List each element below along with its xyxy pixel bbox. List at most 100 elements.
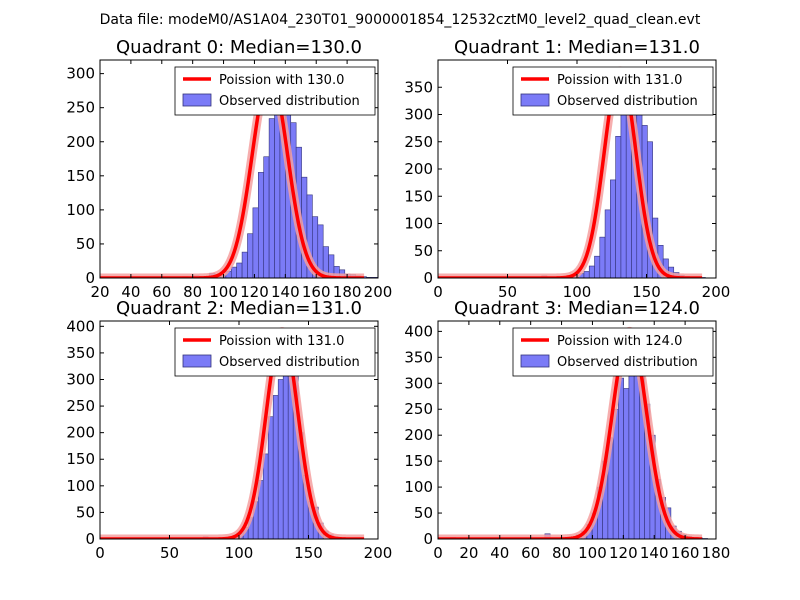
x-tick-label: 80 [552,544,571,562]
y-tick-label: 150 [404,187,433,205]
poisson-curve [100,329,366,539]
legend-line-label: Poission with 131.0 [557,73,682,88]
y-tick-label: 100 [66,201,95,219]
panel-title: Quadrant 2: Median=131.0 [116,298,362,319]
quadrant-panel-1: Quadrant 1: Median=131.0 0 50 100 150 200 0 50 1… [404,37,730,301]
x-tick-label: 20 [459,544,478,562]
y-tick-label: 350 [404,78,433,96]
y-tick-label: 300 [66,370,95,388]
legend: Poission with 124.0 Observed distribution [512,327,714,377]
y-tick-label: 0 [85,530,95,548]
x-tick-label: 100 [563,283,592,301]
x-tick-label: 80 [183,283,202,301]
histogram-bar [267,416,274,539]
y-tick-label: 50 [414,242,433,260]
x-tick-label: 100 [578,544,607,562]
x-tick-label: 100 [209,283,238,301]
x-tick-label: 180 [702,544,731,562]
x-tick-label: 50 [160,544,179,562]
legend-bar-swatch [520,93,550,107]
x-tick-label: 40 [490,544,509,562]
x-tick-label: 100 [225,544,254,562]
poisson-curve-group [438,326,706,539]
quadrant-panel-3: Quadrant 3: Median=124.00 20 40 60 80 100 120 1… [404,298,730,562]
histogram-bar [236,262,243,278]
y-tick-label: 300 [404,374,433,392]
legend-bar-label: Observed distribution [219,355,360,370]
y-tick-label: 150 [66,450,95,468]
legend-line-label: Poission with 124.0 [557,334,682,349]
histogram-bar [258,172,265,278]
y-tick-label: 250 [404,133,433,151]
poisson-curve-group [100,69,368,278]
legend-box [174,66,376,116]
y-tick-label: 100 [66,477,95,495]
histogram-bar [262,453,269,539]
legend: Poission with 131.0 Observed distribution [512,66,714,116]
axes-frame [437,320,717,540]
legend-box [512,327,714,377]
legend-box [512,66,714,116]
y-tick-label: 250 [66,99,95,117]
x-tick-label: 200 [364,283,393,301]
y-tick-label: 50 [414,504,433,522]
x-tick-label: 150 [632,283,661,301]
x-tick-label: 60 [521,544,540,562]
x-tick-label: 50 [498,283,517,301]
y-tick-label: 50 [76,503,95,521]
histogram-bar [588,265,595,278]
legend-bar-label: Observed distribution [557,94,698,109]
histogram-bar [615,136,622,278]
x-tick-label: 120 [240,283,269,301]
y-tick-label: 250 [66,397,95,415]
histogram-bar [583,271,590,278]
legend: Poission with 130.0 Observed distribution [174,66,376,116]
x-tick-label: 200 [364,544,393,562]
legend-bar-label: Observed distribution [219,94,360,109]
y-tick-label: 0 [423,269,433,287]
histogram-bar [610,179,616,278]
axes-frame [99,59,379,279]
legend-line-label: Poission with 131.0 [219,334,344,349]
y-tick-label: 350 [404,348,433,366]
histogram-bar [263,156,270,278]
legend-bar-label: Observed distribution [557,355,698,370]
panel-title: Quadrant 0: Median=130.0 [116,37,362,58]
histogram-bar [604,209,611,278]
y-tick-label: 300 [66,65,95,83]
x-tick-label: 160 [671,544,700,562]
x-tick-label: 180 [333,283,362,301]
quadrant-panel-2: Quadrant 2: Median=131.0 0 50 100 150 200 0 50 1… [66,298,392,562]
x-tick-label: 140 [640,544,669,562]
poisson-curve [100,71,366,278]
x-tick-label: 200 [702,283,731,301]
poisson-curve [438,69,704,278]
y-tick-label: 200 [66,424,95,442]
y-tick-label: 150 [66,167,95,185]
y-tick-label: 400 [66,317,95,335]
histogram-bar [620,114,627,278]
histogram-bar [252,207,259,278]
x-tick-label: 140 [271,283,300,301]
x-tick-label: 20 [90,283,109,301]
quadrant-panel-0: Quadrant 0: Median=130.020 40 60 80 100 120 14… [66,37,392,301]
y-tick-label: 100 [404,478,433,496]
histogram-bar [282,352,289,539]
y-tick-label: 350 [66,344,95,362]
poisson-curve-group [438,66,706,278]
legend: Poission with 131.0 Observed distribution [174,327,376,377]
histogram-bar [241,251,248,278]
legend-line-label: Poission with 130.0 [219,73,344,88]
x-tick-label: 160 [302,283,331,301]
y-tick-label: 200 [404,426,433,444]
histogram-bar [230,266,237,278]
x-tick-label: 150 [294,544,323,562]
x-tick-label: 120 [609,544,638,562]
histogram-bar [594,255,601,278]
y-tick-label: 200 [404,160,433,178]
histogram-bar [623,388,630,539]
histogram-bar [277,379,284,539]
histogram-bar [618,377,624,539]
legend-bar-swatch [182,354,212,368]
